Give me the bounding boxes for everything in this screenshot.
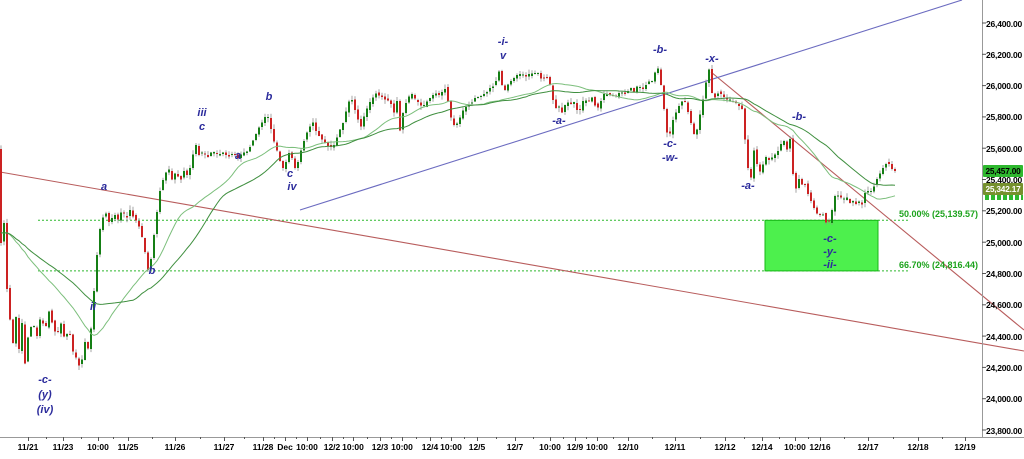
candle-bodies: [0, 68, 896, 366]
moving-average-1[interactable]: [0, 90, 896, 305]
y-axis-label: 24,000.00: [986, 394, 1023, 405]
x-axis-label: 12/4: [421, 442, 439, 452]
wave-label[interactable]: -ii-: [823, 259, 837, 271]
x-axis-label: 12/17: [857, 442, 879, 452]
target-zone-box[interactable]: [764, 219, 879, 272]
x-axis-label: 10:00: [586, 442, 608, 452]
x-axis-label: 12/3: [371, 442, 389, 452]
wave-label[interactable]: -x-: [705, 53, 719, 65]
y-axis-label: 25,200.00: [986, 206, 1023, 217]
wave-label[interactable]: c: [198, 121, 206, 133]
x-axis-label: 10:00: [539, 442, 561, 452]
wave-label[interactable]: -a-: [552, 115, 566, 127]
wave-label[interactable]: iii: [197, 107, 207, 119]
x-axis-label: 11/28: [252, 442, 274, 452]
x-axis-label: 10:00: [391, 442, 413, 452]
y-axis-label: 25,800.00: [986, 112, 1023, 123]
x-axis-label: 11/21: [17, 442, 39, 452]
fib-label-66pct[interactable]: 66.70% (24,816.44): [898, 259, 978, 270]
x-axis-label: 12/12: [714, 442, 736, 452]
x-axis-label: 12/5: [468, 442, 486, 452]
fib-label-50pct[interactable]: 50.00% (25,139.57): [898, 209, 978, 220]
wave-label[interactable]: a: [234, 150, 242, 162]
wave-label[interactable]: -c-: [663, 138, 677, 150]
x-axis-label: 12/7: [506, 442, 524, 452]
y-axis-label: 26,400.00: [986, 18, 1023, 29]
x-axis-label: 12/14: [751, 442, 773, 452]
wave-label[interactable]: iv: [287, 181, 297, 193]
primary-downtrend-line[interactable]: [0, 171, 1024, 352]
partial-price-tag: [983, 194, 1023, 200]
uptrend-line[interactable]: [299, 0, 963, 211]
wave-label[interactable]: -w-: [662, 152, 678, 164]
wave-label[interactable]: -i-: [497, 36, 509, 48]
x-axis-label: 12/2: [323, 442, 341, 452]
y-axis-label: 23,800.00: [986, 425, 1023, 436]
wave-label[interactable]: a: [100, 181, 108, 193]
y-axis-label: 24,400.00: [986, 331, 1023, 342]
wave-label[interactable]: c: [286, 168, 294, 180]
ma-price-tag: 25,342.17: [983, 183, 1023, 196]
x-axis-label: 12/19: [954, 442, 976, 452]
wave-label[interactable]: v: [499, 50, 507, 62]
y-axis-label: 24,800.00: [986, 268, 1023, 279]
x-axis-label: 12/10: [617, 442, 639, 452]
wave-label[interactable]: b: [265, 91, 273, 103]
x-axis-label: 10:00: [296, 442, 318, 452]
wave-label[interactable]: b: [148, 265, 156, 277]
y-axis-label: 26,000.00: [986, 81, 1023, 92]
wave-label[interactable]: -a-: [741, 180, 755, 192]
last-price-tag: 25,457.00: [983, 165, 1023, 178]
x-axis-label: 11/23: [52, 442, 74, 452]
wave-label[interactable]: -c-: [823, 233, 837, 245]
steep-downtrend-line[interactable]: [710, 71, 1024, 331]
wave-label[interactable]: ii: [89, 301, 97, 313]
x-axis-label: 11/27: [213, 442, 235, 452]
y-axis-label: 26,200.00: [986, 49, 1023, 60]
x-axis-label: 12/16: [809, 442, 831, 452]
x-axis-label: 12/9: [566, 442, 584, 452]
y-axis-label: 24,600.00: [986, 300, 1023, 311]
x-axis-label: 10:00: [440, 442, 462, 452]
x-axis-label: 12/11: [664, 442, 686, 452]
x-axis-label: 11/26: [164, 442, 186, 452]
x-axis-label: 11/25: [117, 442, 139, 452]
wave-label[interactable]: -y-: [823, 246, 837, 258]
x-axis-label: 10:00: [784, 442, 806, 452]
x-axis-label: 10:00: [87, 442, 109, 452]
wave-label[interactable]: -c-: [38, 374, 52, 386]
y-axis-label: 25,000.00: [986, 237, 1023, 248]
x-axis-label: 10:00: [342, 442, 364, 452]
y-axis-label: 24,200.00: [986, 362, 1023, 373]
y-axis-label: 25,400.00: [986, 175, 1023, 186]
x-axis-label: Dec: [277, 442, 293, 452]
x-axis-label: 12/18: [907, 442, 929, 452]
y-axis-label: 25,600.00: [986, 143, 1023, 154]
moving-average-0[interactable]: [0, 82, 896, 336]
wave-label[interactable]: (iv): [36, 404, 54, 416]
wave-label[interactable]: (y): [38, 389, 52, 401]
wave-label[interactable]: -b-: [791, 111, 807, 123]
wave-label[interactable]: -b-: [652, 44, 668, 56]
